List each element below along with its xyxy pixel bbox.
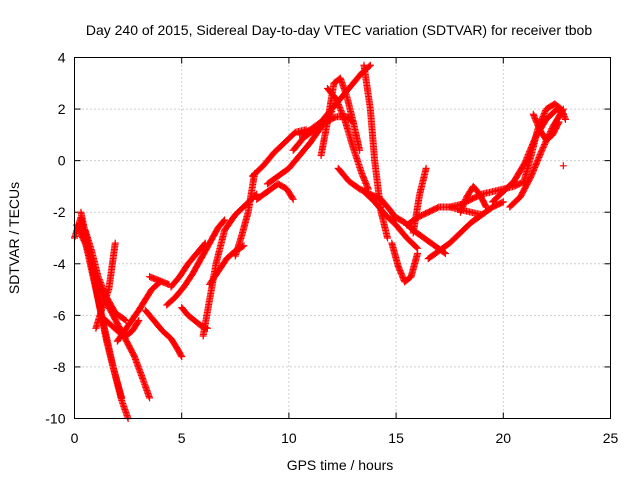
data-point <box>98 283 106 291</box>
data-point <box>338 108 346 116</box>
data-point <box>554 119 562 127</box>
data-point <box>558 108 566 116</box>
data-point <box>239 242 247 250</box>
data-point <box>121 316 129 324</box>
data-point <box>99 284 107 292</box>
plot-frame <box>74 57 611 419</box>
data-points <box>71 61 569 422</box>
data-point <box>540 109 548 117</box>
data-point <box>97 279 105 287</box>
data-point <box>414 249 422 257</box>
data-point <box>498 199 506 207</box>
data-point <box>538 115 546 123</box>
data-point <box>339 112 347 120</box>
data-point <box>335 102 343 110</box>
data-point <box>441 249 449 257</box>
x-tick-label: 0 <box>71 430 79 446</box>
data-point <box>221 216 229 224</box>
data-point <box>178 353 186 361</box>
y-axis-label: SDTVAR / TECUs <box>6 182 22 294</box>
data-point <box>111 239 119 247</box>
data-point <box>559 162 567 170</box>
data-point <box>560 111 568 119</box>
data-point <box>335 101 343 109</box>
y-tick-label: -8 <box>53 359 66 375</box>
data-point <box>412 243 420 251</box>
x-tick-label: 20 <box>496 430 512 446</box>
data-point <box>95 276 103 284</box>
data-point <box>422 164 430 172</box>
y-tick-label: 4 <box>58 50 66 66</box>
data-point <box>540 111 548 119</box>
x-tick-label: 10 <box>281 430 297 446</box>
data-point <box>334 99 342 107</box>
data-point <box>98 282 106 290</box>
data-point <box>336 105 344 113</box>
data-point <box>288 194 296 202</box>
x-axis-label: GPS time / hours <box>287 457 394 473</box>
data-point <box>177 351 185 359</box>
data-point <box>539 114 547 122</box>
data-point <box>333 96 341 104</box>
data-point <box>557 105 565 113</box>
data-point <box>339 111 347 119</box>
y-tick-label: -10 <box>45 411 65 427</box>
y-tick-label: 2 <box>58 101 66 117</box>
data-point <box>340 114 348 122</box>
data-point <box>541 108 549 116</box>
data-point <box>558 107 566 115</box>
data-point <box>560 112 568 120</box>
data-point <box>97 280 105 288</box>
data-point <box>118 394 126 402</box>
data-point <box>94 273 102 281</box>
data-point <box>482 202 490 210</box>
data-point <box>95 274 103 282</box>
data-point <box>366 61 374 69</box>
data-point <box>134 318 142 326</box>
data-point <box>201 239 209 247</box>
data-point <box>220 217 228 225</box>
y-tick-label: -4 <box>53 256 66 272</box>
x-tick-label: 15 <box>388 430 404 446</box>
data-point <box>482 203 490 211</box>
data-point <box>336 104 344 112</box>
data-point <box>384 234 392 242</box>
data-point <box>555 118 563 126</box>
data-point <box>561 114 569 122</box>
data-point <box>333 98 341 106</box>
data-point <box>337 107 345 115</box>
data-point <box>559 109 567 117</box>
y-tick-label: -2 <box>53 204 66 220</box>
data-point <box>96 277 104 285</box>
y-tick-label: 0 <box>58 153 66 169</box>
chart-title: Day 240 of 2015, Sidereal Day-to-day VTE… <box>86 22 593 38</box>
data-point <box>499 198 507 206</box>
x-tick-label: 25 <box>603 430 619 446</box>
data-point <box>200 240 208 248</box>
data-point <box>146 394 154 402</box>
y-tick-label: -6 <box>53 307 66 323</box>
data-point <box>332 95 340 103</box>
data-point <box>539 112 547 120</box>
data-point <box>561 115 569 123</box>
data-point <box>338 109 346 117</box>
data-point <box>135 317 143 325</box>
data-point <box>289 195 297 203</box>
x-tick-label: 5 <box>178 430 186 446</box>
